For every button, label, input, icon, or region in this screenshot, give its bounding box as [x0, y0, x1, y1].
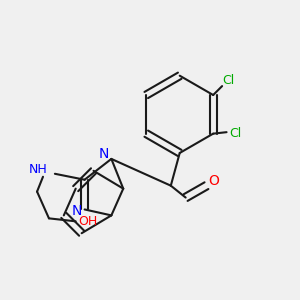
Text: N: N — [72, 204, 83, 218]
Text: OH: OH — [78, 215, 97, 228]
Text: N: N — [99, 148, 109, 161]
Text: Cl: Cl — [230, 127, 242, 140]
Text: Cl: Cl — [222, 74, 234, 87]
Text: NH: NH — [29, 163, 47, 176]
Text: O: O — [208, 174, 219, 188]
